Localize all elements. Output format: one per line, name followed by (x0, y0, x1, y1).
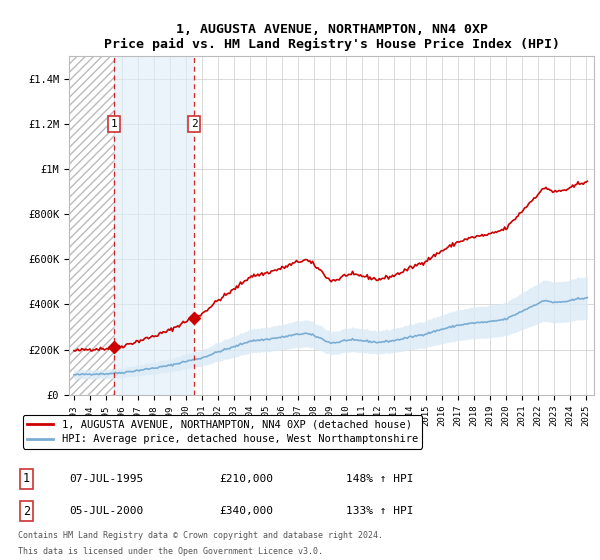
1, AUGUSTA AVENUE, NORTHAMPTON, NN4 0XP (detached house) (347, 271, 355, 278)
Bar (114, 56, 194, 395)
Legend: 1, AUGUSTA AVENUE, NORTHAMPTON, NN4 0XP (detached house), HPI: Average price, de: 1, AUGUSTA AVENUE, NORTHAMPTON, NN4 0XP … (23, 415, 422, 449)
1, AUGUSTA AVENUE, NORTHAMPTON, NN4 0XP (detached house) (275, 265, 283, 272)
1, AUGUSTA AVENUE, NORTHAMPTON, NN4 0XP (detached house) (542, 184, 550, 191)
Text: This data is licensed under the Open Government Licence v3.0.: This data is licensed under the Open Gov… (18, 547, 323, 557)
HPI: Average price, detached house, West Northamptonshire: (2.01e+03, 2.42e+05): Average price, detached house, West Nort… (347, 337, 355, 343)
Text: 07-JUL-1995: 07-JUL-1995 (70, 474, 144, 484)
Text: 148% ↑ HPI: 148% ↑ HPI (346, 474, 413, 484)
Text: £340,000: £340,000 (220, 506, 274, 516)
Text: Contains HM Land Registry data © Crown copyright and database right 2024.: Contains HM Land Registry data © Crown c… (18, 531, 383, 540)
1, AUGUSTA AVENUE, NORTHAMPTON, NN4 0XP (detached house) (584, 178, 591, 185)
1, AUGUSTA AVENUE, NORTHAMPTON, NN4 0XP (detached house) (71, 348, 79, 354)
HPI: Average price, detached house, West Northamptonshire: (2.03e+03, 4.3e+05): Average price, detached house, West Nort… (584, 294, 591, 301)
Text: 2: 2 (23, 505, 30, 517)
HPI: Average price, detached house, West Northamptonshire: (2.01e+03, 2.31e+05): Average price, detached house, West Nort… (374, 339, 382, 346)
Text: 2: 2 (191, 119, 197, 129)
1, AUGUSTA AVENUE, NORTHAMPTON, NN4 0XP (detached house) (374, 277, 382, 284)
1, AUGUSTA AVENUE, NORTHAMPTON, NN4 0XP (detached house) (497, 227, 504, 234)
Title: 1, AUGUSTA AVENUE, NORTHAMPTON, NN4 0XP
Price paid vs. HM Land Registry's House : 1, AUGUSTA AVENUE, NORTHAMPTON, NN4 0XP … (104, 22, 560, 50)
Text: 133% ↑ HPI: 133% ↑ HPI (346, 506, 413, 516)
HPI: Average price, detached house, West Northamptonshire: (2.02e+03, 3.31e+05): Average price, detached house, West Nort… (497, 316, 504, 323)
Line: 1, AUGUSTA AVENUE, NORTHAMPTON, NN4 0XP (detached house): 1, AUGUSTA AVENUE, NORTHAMPTON, NN4 0XP … (74, 181, 587, 351)
Bar (69, 56, 114, 395)
HPI: Average price, detached house, West Northamptonshire: (1.99e+03, 8.9e+04): Average price, detached house, West Nort… (70, 371, 77, 378)
HPI: Average price, detached house, West Northamptonshire: (2.02e+03, 2.9e+05): Average price, detached house, West Nort… (439, 326, 446, 333)
HPI: Average price, detached house, West Northamptonshire: (1.99e+03, 8.81e+04): Average price, detached house, West Nort… (71, 371, 79, 378)
Text: 1: 1 (111, 119, 118, 129)
1, AUGUSTA AVENUE, NORTHAMPTON, NN4 0XP (detached house) (70, 347, 77, 354)
1, AUGUSTA AVENUE, NORTHAMPTON, NN4 0XP (detached house) (439, 248, 446, 254)
Text: 05-JUL-2000: 05-JUL-2000 (70, 506, 144, 516)
Text: £210,000: £210,000 (220, 474, 274, 484)
Line: HPI: Average price, detached house, West Northamptonshire: HPI: Average price, detached house, West… (74, 297, 587, 375)
Text: 1: 1 (23, 473, 30, 486)
HPI: Average price, detached house, West Northamptonshire: (2.01e+03, 2.54e+05): Average price, detached house, West Nort… (275, 334, 283, 341)
HPI: Average price, detached house, West Northamptonshire: (2.02e+03, 4.18e+05): Average price, detached house, West Nort… (542, 297, 550, 304)
